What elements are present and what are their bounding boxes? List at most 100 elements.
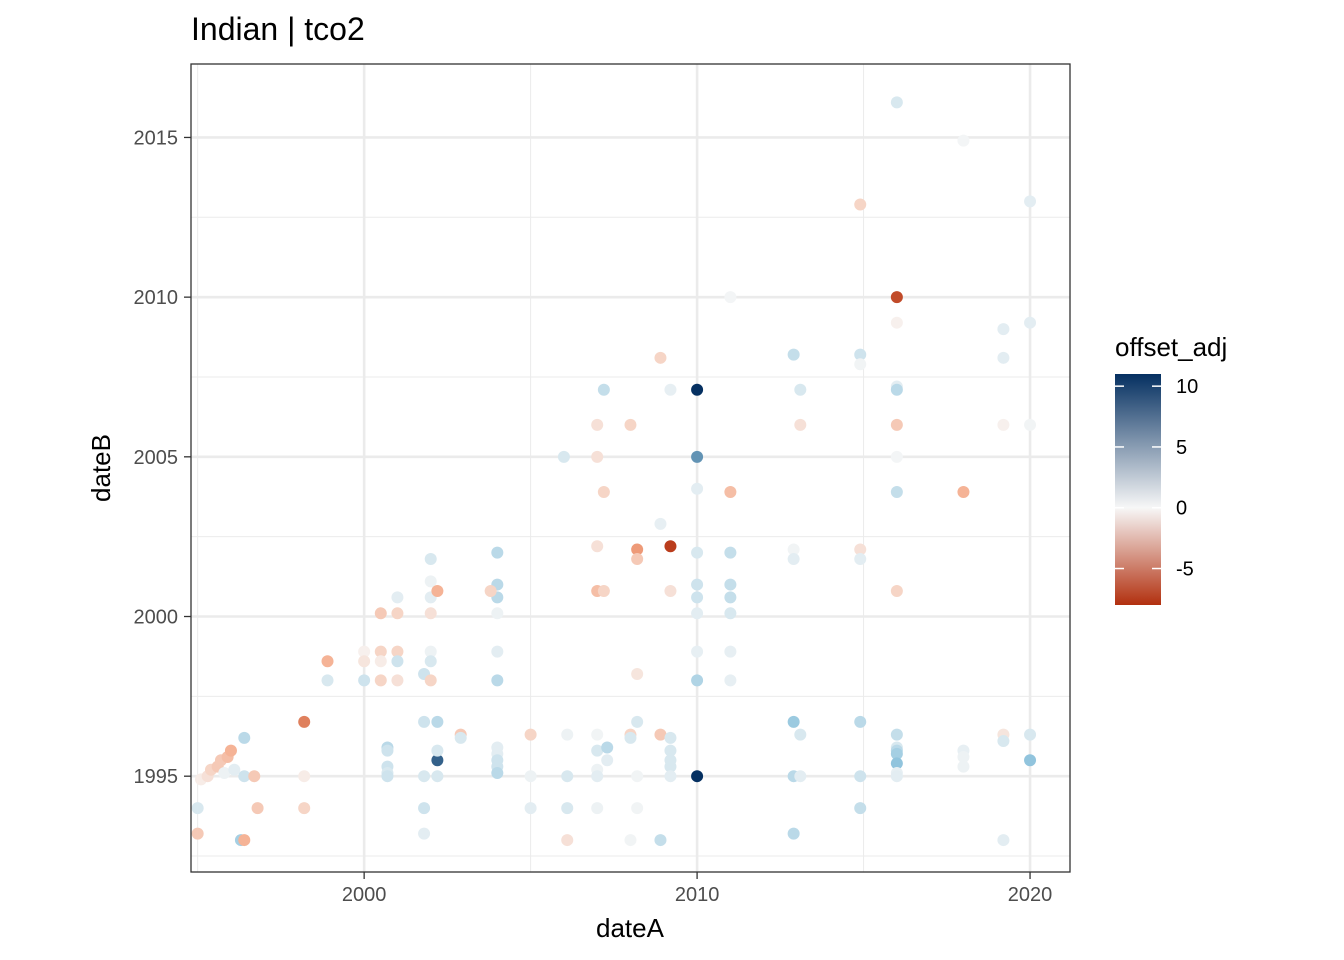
data-point xyxy=(724,546,737,559)
y-tick-label: 2015 xyxy=(134,127,179,149)
chart-title: Indian | tco2 xyxy=(191,11,365,47)
data-point xyxy=(431,584,444,597)
data-point xyxy=(854,715,867,728)
data-point xyxy=(997,351,1010,364)
data-point xyxy=(418,770,431,783)
data-point xyxy=(997,735,1010,748)
data-point xyxy=(374,607,387,620)
data-point xyxy=(601,754,614,767)
data-point xyxy=(218,766,231,779)
data-point xyxy=(854,802,867,815)
data-point xyxy=(391,674,404,687)
data-point xyxy=(424,645,437,658)
data-point xyxy=(654,517,667,530)
data-point xyxy=(787,827,800,840)
data-point xyxy=(224,744,237,757)
data-point xyxy=(591,770,604,783)
x-axis: 2000 2010 2020 xyxy=(342,872,1052,906)
data-point xyxy=(890,418,903,431)
data-point xyxy=(358,674,371,687)
data-point xyxy=(624,731,637,744)
data-point xyxy=(890,770,903,783)
data-point xyxy=(601,741,614,754)
data-point xyxy=(691,607,704,620)
data-point xyxy=(794,418,807,431)
data-point xyxy=(431,770,444,783)
data-point xyxy=(691,383,704,396)
data-point xyxy=(597,485,610,498)
data-point xyxy=(191,802,204,815)
data-point xyxy=(591,802,604,815)
data-point xyxy=(787,553,800,566)
x-axis-title: dateA xyxy=(596,913,665,943)
y-tick-label: 2005 xyxy=(134,447,179,469)
y-axis-title: dateB xyxy=(86,434,116,502)
data-point xyxy=(724,578,737,591)
data-point xyxy=(597,383,610,396)
data-point xyxy=(691,450,704,463)
data-point xyxy=(424,607,437,620)
data-point xyxy=(524,770,537,783)
data-point xyxy=(890,316,903,329)
data-point xyxy=(854,358,867,371)
data-point xyxy=(391,607,404,620)
data-point xyxy=(374,645,387,658)
data-point xyxy=(724,485,737,498)
data-point xyxy=(724,645,737,658)
data-point xyxy=(591,744,604,757)
data-point xyxy=(664,744,677,757)
data-point xyxy=(1024,195,1037,208)
data-point xyxy=(854,348,867,361)
data-point xyxy=(484,584,497,597)
panel-background xyxy=(191,64,1070,872)
data-point xyxy=(724,674,737,687)
data-point xyxy=(890,96,903,109)
data-point xyxy=(854,770,867,783)
data-point xyxy=(724,607,737,620)
data-point xyxy=(664,731,677,744)
data-point xyxy=(890,291,903,304)
data-point xyxy=(561,770,574,783)
data-point xyxy=(854,198,867,211)
data-point xyxy=(391,591,404,604)
data-point xyxy=(890,757,903,770)
data-point xyxy=(794,383,807,396)
data-point xyxy=(890,584,903,597)
data-point xyxy=(391,645,404,658)
legend-tick-label: 10 xyxy=(1176,376,1198,398)
data-point xyxy=(424,655,437,668)
data-point xyxy=(1024,754,1037,767)
data-point xyxy=(418,715,431,728)
data-point xyxy=(664,760,677,773)
data-point xyxy=(631,667,644,680)
data-point xyxy=(374,655,387,668)
data-point xyxy=(418,827,431,840)
data-point xyxy=(890,383,903,396)
data-point xyxy=(890,728,903,741)
data-point xyxy=(631,715,644,728)
data-point xyxy=(431,754,444,767)
data-point xyxy=(321,674,334,687)
data-point xyxy=(787,715,800,728)
data-point xyxy=(431,715,444,728)
data-point xyxy=(957,485,970,498)
data-point xyxy=(890,747,903,760)
legend-tick-label: -5 xyxy=(1176,559,1194,581)
data-point xyxy=(1024,728,1037,741)
data-point xyxy=(631,770,644,783)
y-axis: 1995 2000 2005 2010 2015 xyxy=(134,127,191,788)
data-point xyxy=(228,763,241,776)
data-point xyxy=(597,584,610,597)
data-point xyxy=(561,834,574,847)
plot-panel xyxy=(190,63,1071,873)
data-point xyxy=(957,134,970,147)
data-point xyxy=(391,655,404,668)
data-point xyxy=(298,770,311,783)
data-point xyxy=(787,348,800,361)
y-tick-label: 1995 xyxy=(134,766,179,788)
data-point xyxy=(524,802,537,815)
data-point xyxy=(631,802,644,815)
data-point xyxy=(724,291,737,304)
x-tick-label: 2020 xyxy=(1008,884,1053,906)
data-point xyxy=(298,715,311,728)
